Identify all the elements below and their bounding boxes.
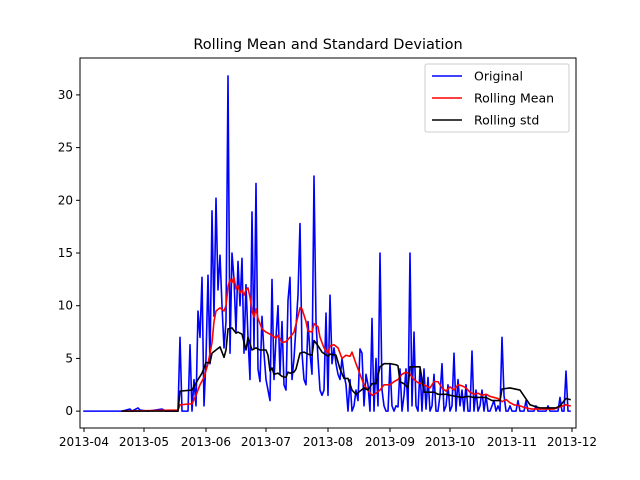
series-line-rolling-std	[121, 327, 571, 412]
x-tick-label: 2013-11	[487, 435, 537, 449]
y-tick-label: 10	[58, 299, 73, 313]
y-tick-label: 0	[65, 404, 73, 418]
legend-label-original: Original	[474, 69, 523, 84]
series-line-rolling-mean	[121, 276, 571, 412]
legend-label-rolling-std: Rolling std	[474, 113, 539, 128]
x-tick-label: 2013-10	[425, 435, 475, 449]
x-tick-label: 2013-09	[365, 435, 415, 449]
x-tick-label: 2013-08	[303, 435, 353, 449]
series-layer	[83, 75, 571, 412]
x-tick-label: 2013-06	[181, 435, 231, 449]
x-tick-label: 2013-04	[59, 435, 109, 449]
x-tick-label: 2013-05	[119, 435, 169, 449]
legend-label-rolling-mean: Rolling Mean	[474, 91, 554, 106]
chart-title: Rolling Mean and Standard Deviation	[193, 37, 462, 53]
legend: Original Rolling Mean Rolling std	[424, 63, 570, 133]
y-tick-label: 20	[58, 193, 73, 207]
x-tick-label: 2013-12	[547, 435, 597, 449]
y-tick-label: 15	[58, 246, 73, 260]
x-tick-label: 2013-07	[241, 435, 291, 449]
y-tick-label: 25	[58, 141, 73, 155]
axes-layer: 2013-04 2013-05 2013-06 2013-07 2013-08 2013-…	[58, 57, 597, 449]
legend-frame	[424, 63, 570, 133]
y-tick-label: 30	[58, 88, 73, 102]
y-tick-label: 5	[65, 351, 73, 365]
